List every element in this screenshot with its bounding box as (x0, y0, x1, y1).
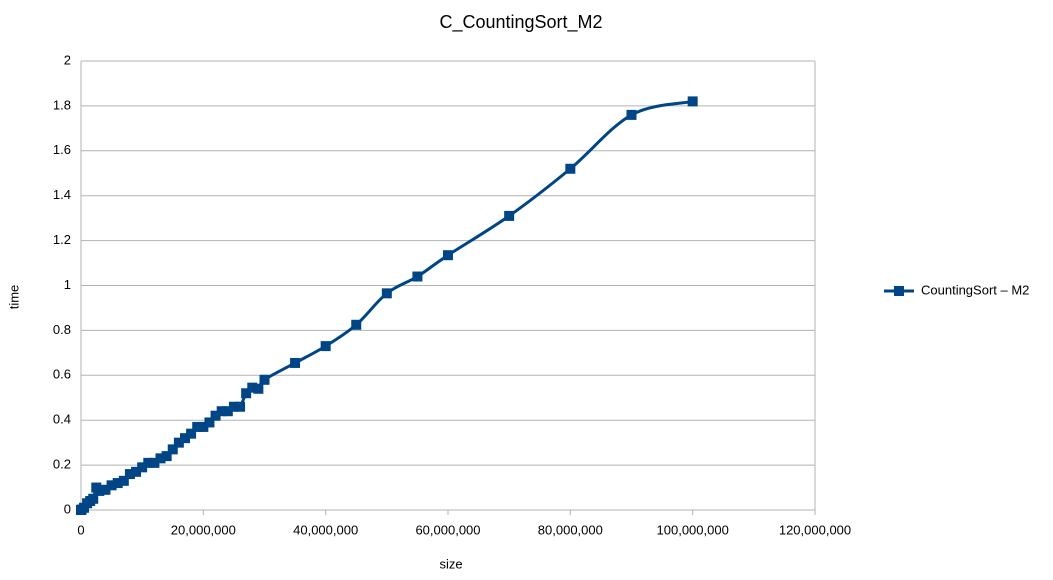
legend-marker (894, 286, 904, 296)
y-tick-label: 0.8 (53, 322, 71, 337)
data-point (143, 457, 154, 468)
y-tick-label: 1.2 (53, 232, 71, 247)
data-point (320, 341, 331, 352)
data-point (112, 478, 123, 489)
y-tick-label: 2 (64, 52, 71, 67)
data-point (381, 288, 392, 299)
legend-label: CountingSort – M2 (921, 282, 1029, 297)
data-point (161, 451, 172, 462)
data-point (216, 406, 227, 417)
y-tick-label: 1.4 (53, 187, 71, 202)
data-point (443, 250, 453, 261)
x-tick-label: 40,000,000 (293, 522, 358, 537)
x-tick-label: 120,000,000 (779, 522, 851, 537)
x-tick-label: 60,000,000 (415, 522, 480, 537)
x-tick-label: 100,000,000 (657, 522, 729, 537)
data-point (173, 437, 184, 448)
data-point (626, 109, 637, 120)
data-point (235, 401, 246, 412)
data-point (118, 475, 129, 486)
data-point (88, 493, 99, 504)
data-point (149, 457, 160, 468)
data-point (198, 421, 209, 432)
data-point (687, 96, 698, 107)
data-point (106, 480, 117, 491)
data-point (351, 319, 362, 330)
y-tick-label: 0.6 (53, 367, 71, 382)
x-axis-label: size (439, 556, 462, 571)
data-point (290, 357, 301, 368)
data-point (186, 428, 197, 439)
y-tick-label: 1.8 (53, 97, 71, 112)
y-axis-label: time (6, 285, 21, 310)
y-tick-label: 0.2 (53, 457, 71, 472)
data-point (179, 433, 190, 444)
data-point (222, 406, 233, 417)
data-point (131, 466, 142, 477)
data-point (167, 444, 178, 455)
y-tick-label: 0 (64, 501, 71, 516)
data-point (137, 462, 148, 473)
chart-title: C_CountingSort_M2 (439, 12, 602, 33)
data-point (94, 485, 105, 496)
data-point (241, 388, 252, 399)
data-point (504, 210, 515, 221)
data-point (412, 271, 423, 282)
y-tick-label: 0.4 (53, 412, 71, 427)
x-tick-label: 0 (77, 522, 84, 537)
data-point (210, 410, 221, 421)
data-point (192, 421, 203, 432)
y-tick-label: 1 (64, 277, 71, 292)
x-tick-label: 20,000,000 (171, 522, 236, 537)
y-tick-label: 1.6 (53, 142, 71, 157)
x-tick-label: 80,000,000 (538, 522, 603, 537)
data-point (124, 469, 135, 480)
data-point (565, 163, 576, 174)
data-point (100, 484, 111, 495)
data-point (204, 417, 215, 428)
data-point (247, 382, 258, 393)
data-point (259, 374, 270, 385)
data-point (228, 401, 239, 412)
data-point (253, 383, 264, 394)
data-point (155, 453, 166, 464)
